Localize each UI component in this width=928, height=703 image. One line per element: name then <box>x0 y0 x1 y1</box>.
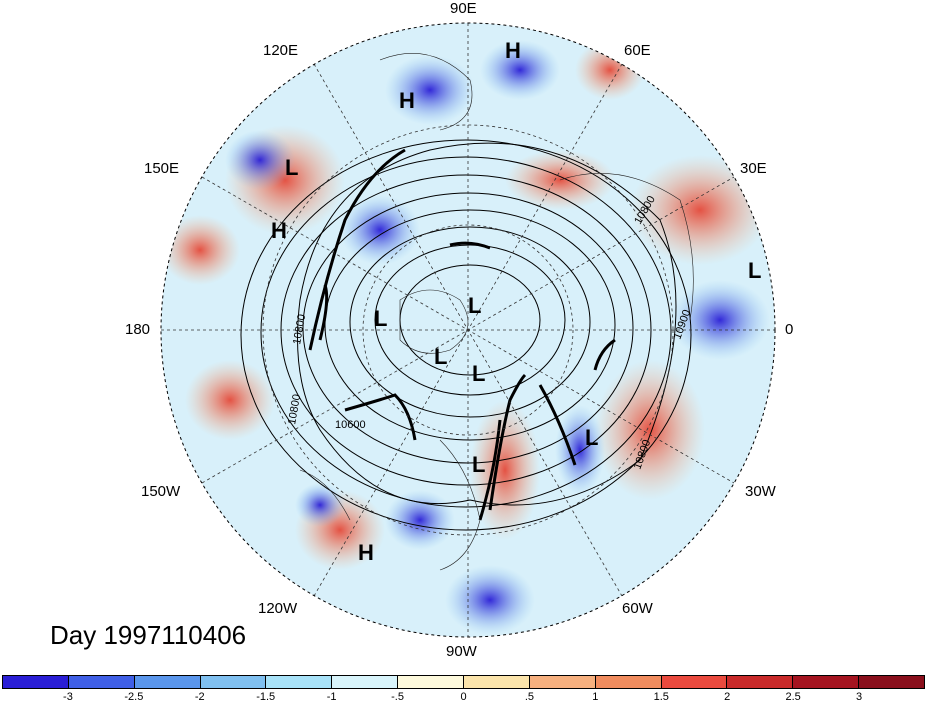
low-pressure-marker: L <box>374 306 388 331</box>
colorbar-tick-label: -1.5 <box>256 691 276 703</box>
polar-map: 10800 10800 10800 10600 10800 10900 <box>160 22 776 638</box>
lon-label-120w: 120W <box>258 600 298 617</box>
colorbar-cell <box>529 676 596 688</box>
colorbar-tick-label: 1.5 <box>653 691 669 703</box>
colorbar-cell <box>332 676 399 688</box>
colorbar-tick-label: -.5 <box>391 691 404 703</box>
colorbar-tick-label: -2.5 <box>124 691 144 703</box>
low-pressure-marker: L <box>468 293 482 318</box>
lon-label-90e: 90E <box>450 0 477 17</box>
colorbar-tick-label: 1 <box>592 691 599 703</box>
colorbar-cell <box>68 676 135 688</box>
low-pressure-marker: L <box>434 344 448 369</box>
anomaly-field <box>161 40 770 635</box>
lon-label-120e: 120E <box>263 42 299 59</box>
colorbar <box>2 675 925 689</box>
lon-label-150w: 150W <box>141 483 181 500</box>
high-pressure-marker: H <box>399 88 415 113</box>
map-boundary <box>160 22 776 638</box>
lon-label-30w: 30W <box>745 483 776 500</box>
graticule <box>161 23 775 637</box>
colorbar-cell <box>3 676 69 688</box>
colorbar-cell <box>134 676 201 688</box>
colorbar-tick-label: .5 <box>524 691 535 703</box>
lon-label-60w: 60W <box>622 600 653 617</box>
lon-label-60e: 60E <box>624 42 651 59</box>
low-pressure-marker: L <box>285 155 299 180</box>
low-pressure-marker: L <box>585 425 599 450</box>
colorbar-tick-label: -1 <box>326 691 337 703</box>
lon-label-150e: 150E <box>144 160 180 177</box>
lon-label-0: 0 <box>785 321 794 338</box>
colorbar-cell <box>661 676 728 688</box>
colorbar-cell <box>793 676 860 688</box>
colorbar-cell <box>398 676 465 688</box>
colorbar-tick-label: 3 <box>856 691 863 703</box>
contour-label: 10800 <box>286 393 303 425</box>
coastlines <box>299 53 694 571</box>
high-pressure-marker: H <box>271 218 287 243</box>
low-pressure-marker: L <box>472 361 486 386</box>
colorbar-cell <box>595 676 662 688</box>
colorbar-tick-label: 0 <box>460 691 467 703</box>
colorbar-cell <box>859 676 925 688</box>
contour-label: 10800 <box>291 313 308 345</box>
colorbar-cell <box>200 676 267 688</box>
colorbar-cell <box>266 676 333 688</box>
low-pressure-marker: L <box>748 258 762 283</box>
high-pressure-marker: H <box>505 38 521 63</box>
high-pressure-marker: H <box>358 540 374 565</box>
colorbar-tick-label: -3 <box>63 691 73 703</box>
lon-label-30e: 30E <box>740 160 767 177</box>
colorbar-tick-label: 2 <box>724 691 731 703</box>
jet-streaks <box>308 148 616 521</box>
colorbar-cell <box>464 676 530 688</box>
low-pressure-marker: L <box>472 452 486 477</box>
contour-label: 10600 <box>335 419 366 431</box>
colorbar-tick-label: 2.5 <box>785 691 801 703</box>
contour-labels: 10800 10800 10800 10600 10800 10900 <box>286 194 693 471</box>
lon-label-90w: 90W <box>446 643 477 660</box>
lon-label-180: 180 <box>125 321 151 338</box>
colorbar-cell <box>727 676 794 688</box>
date-title: Day 1997110406 <box>50 620 247 650</box>
colorbar-tick-label: -2 <box>194 691 205 703</box>
